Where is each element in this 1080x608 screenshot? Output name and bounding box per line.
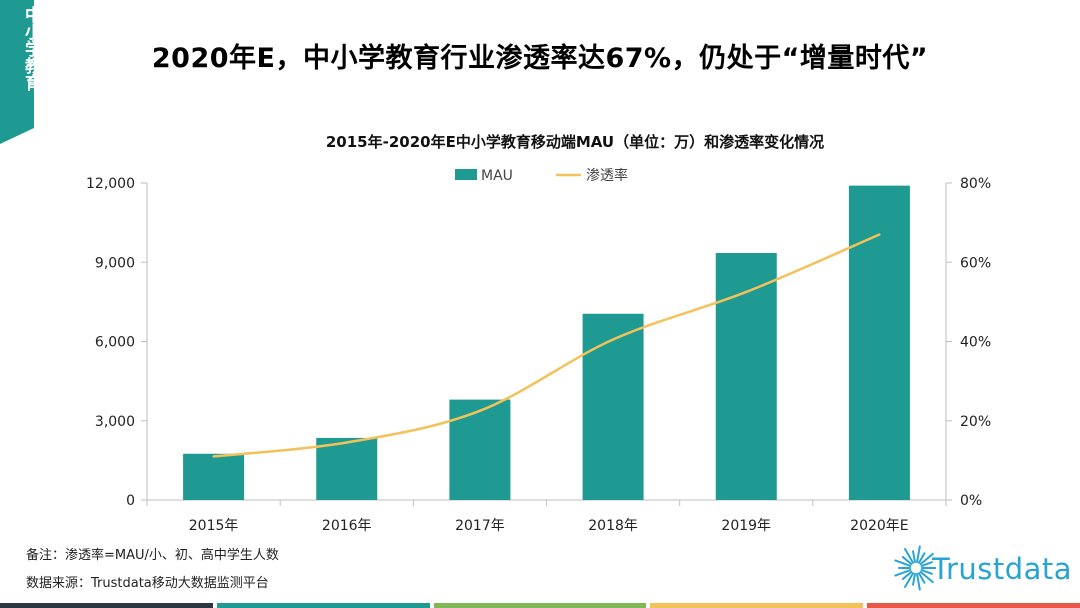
starburst-ray bbox=[919, 552, 934, 566]
chart-axes: 0 3,000 6,000 9,000 12,000 0% 20% 40% 60% 80% bbox=[86, 176, 991, 509]
right-tick-label: 80% bbox=[960, 176, 991, 192]
penetration-line bbox=[212, 233, 881, 458]
penetration-point bbox=[878, 233, 881, 236]
strip-segment bbox=[867, 603, 1080, 608]
x-tick-label: 2016年 bbox=[322, 518, 372, 534]
starburst-ray bbox=[904, 547, 914, 564]
strip-segment bbox=[650, 603, 864, 608]
penetration-point bbox=[478, 409, 482, 413]
left-tick-label: 6,000 bbox=[95, 335, 135, 351]
x-tick-label: 2020年E bbox=[850, 518, 908, 534]
x-tick-label: 2019年 bbox=[721, 518, 771, 534]
bottom-color-strip bbox=[0, 603, 1080, 608]
penetration-point bbox=[212, 455, 215, 458]
starburst-icon bbox=[894, 545, 939, 591]
starburst-ray bbox=[916, 545, 921, 564]
starburst-ray bbox=[894, 559, 912, 567]
mau-bar bbox=[848, 185, 910, 500]
trustdata-logo: Trustdata bbox=[890, 538, 1073, 594]
right-tick-label: 40% bbox=[960, 335, 991, 351]
starburst-ray bbox=[920, 569, 933, 575]
left-tick-label: 9,000 bbox=[95, 255, 135, 271]
starburst-ray bbox=[920, 561, 933, 567]
logo-wordmark: Trustdata bbox=[932, 552, 1073, 586]
mau-bar bbox=[715, 253, 777, 500]
starburst-ray bbox=[901, 570, 913, 580]
category-tab-notch bbox=[0, 128, 34, 144]
mau-bars bbox=[183, 185, 910, 500]
left-tick-label: 3,000 bbox=[95, 414, 135, 430]
legend-label-mau: MAU bbox=[481, 168, 513, 184]
starburst-ray bbox=[904, 572, 914, 589]
x-tick-label: 2017年 bbox=[455, 518, 505, 534]
starburst-ray bbox=[919, 570, 934, 584]
right-tick-label: 20% bbox=[960, 414, 991, 430]
penetration-point bbox=[745, 290, 748, 294]
strip-segment bbox=[216, 603, 430, 608]
x-tick-label: 2018年 bbox=[588, 518, 638, 534]
legend-label-rate: 渗透率 bbox=[586, 167, 628, 184]
mau-bar bbox=[183, 453, 245, 500]
left-tick-label: 12,000 bbox=[86, 176, 135, 192]
left-tick-label: 0 bbox=[126, 493, 135, 509]
x-axis-labels: 2015年 2016年 2017年 2018年 2019年 2020年E bbox=[189, 518, 909, 534]
legend-swatch-mau bbox=[455, 169, 477, 180]
starburst-ray bbox=[912, 550, 916, 564]
category-tab: 中小学教育 bbox=[0, 0, 41, 144]
right-tick-label: 60% bbox=[960, 255, 991, 271]
starburst-ray bbox=[901, 556, 913, 566]
category-tab-label: 中小学教育 bbox=[21, 6, 41, 91]
starburst-ray bbox=[912, 572, 916, 586]
mau-bar bbox=[582, 313, 644, 500]
right-tick-label: 0% bbox=[960, 493, 982, 509]
strip-segment bbox=[0, 603, 213, 608]
mau-bar bbox=[316, 437, 378, 500]
x-tick-label: 2015年 bbox=[189, 518, 239, 534]
penetration-point bbox=[345, 441, 348, 444]
chart-legend: MAU 渗透率 bbox=[455, 167, 628, 184]
page-title: 2020年E，中小学教育行业渗透率达67%，仍处于“增量时代” bbox=[151, 43, 929, 74]
mau-bar bbox=[449, 399, 511, 500]
penetration-point bbox=[611, 338, 615, 341]
strip-segment bbox=[433, 603, 647, 608]
source-note: 数据来源：Trustdata移动大数据监测平台 bbox=[26, 576, 269, 591]
penetration-line-path bbox=[213, 233, 880, 458]
remark-note: 备注：渗透率=MAU/小、初、高中学生人数 bbox=[26, 548, 279, 563]
starburst-ray bbox=[894, 569, 912, 577]
starburst-ray bbox=[916, 572, 921, 591]
chart-title: 2015年-2020年E中小学教育移动端MAU（单位：万）和渗透率变化情况 bbox=[326, 133, 824, 151]
starburst-ray bbox=[918, 572, 926, 584]
starburst-ray bbox=[918, 552, 926, 564]
